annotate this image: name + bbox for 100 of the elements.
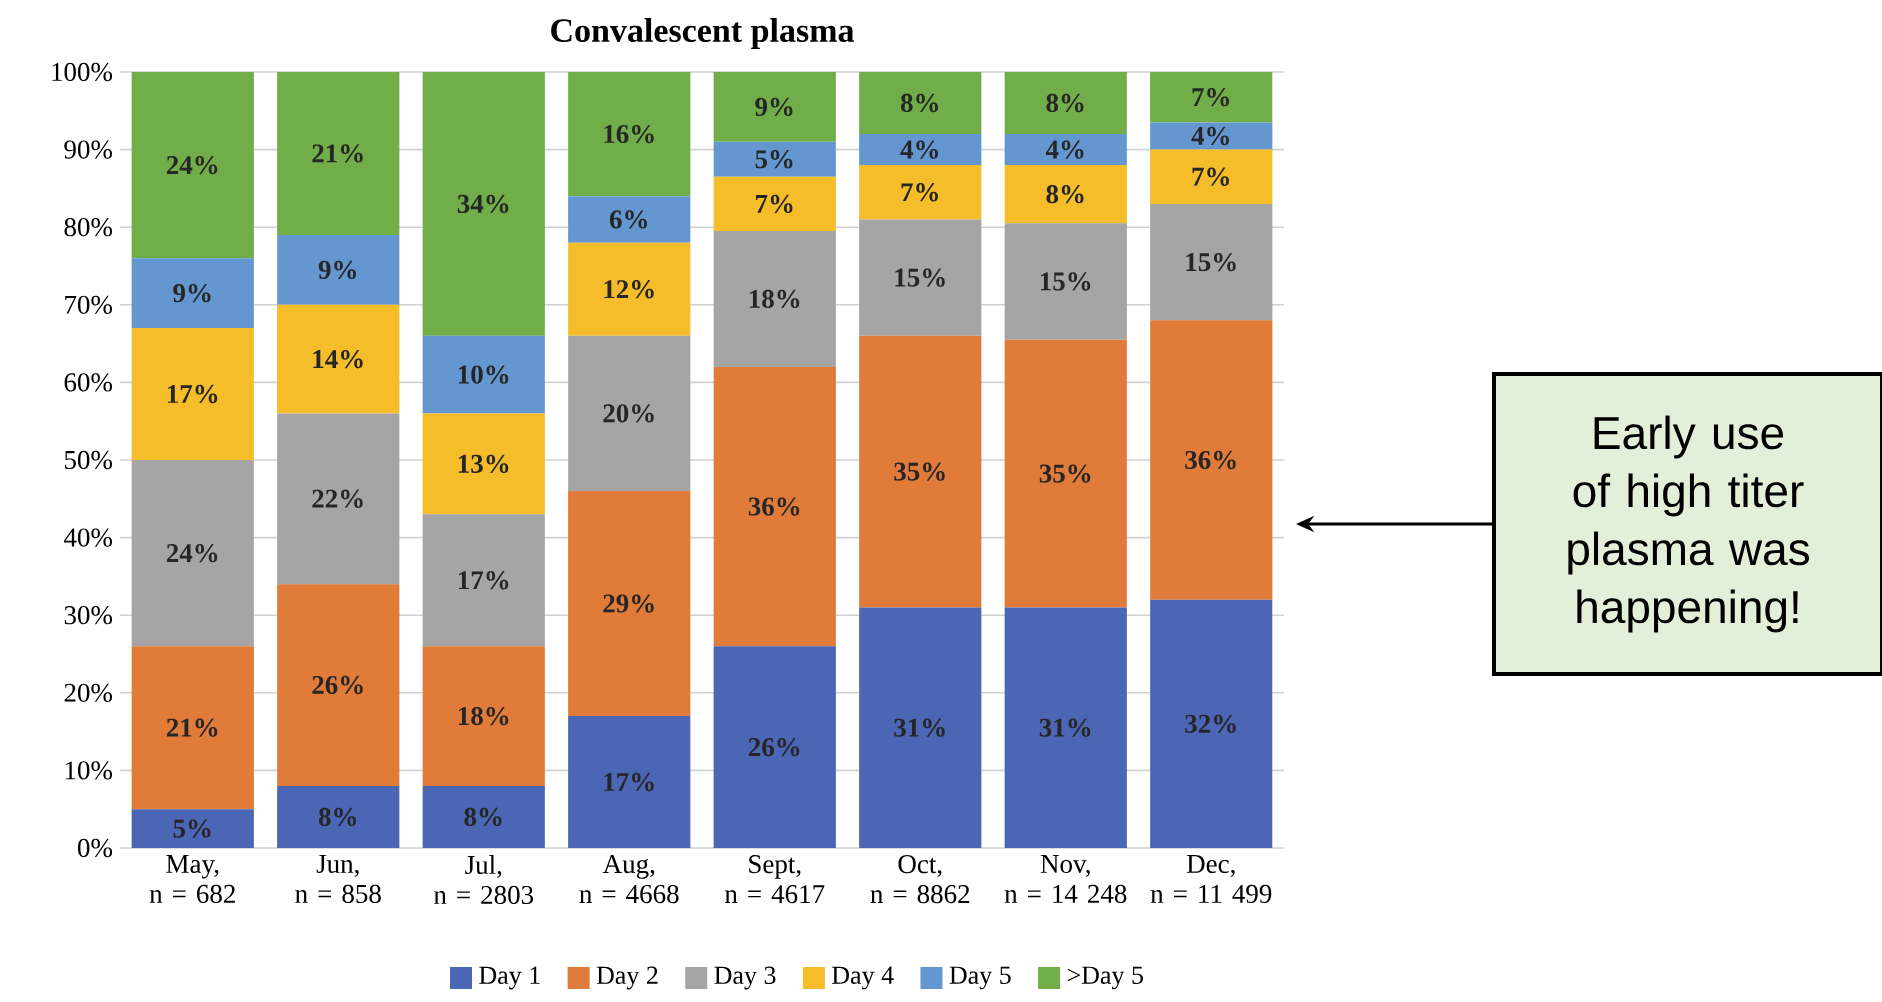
data-label: 5% — [173, 819, 211, 838]
bar — [422, 72, 545, 336]
bar — [422, 413, 545, 515]
legend-label: Day 1 — [479, 966, 540, 990]
bar — [568, 196, 691, 243]
data-label: 17% — [167, 384, 218, 404]
bar — [277, 234, 400, 305]
bar — [713, 72, 836, 142]
data-label: 36% — [748, 497, 800, 516]
bar — [131, 72, 254, 259]
data-label: 12% — [604, 280, 654, 299]
y-tick-label: 0% — [77, 838, 113, 858]
legend-label: Day 4 — [832, 966, 894, 990]
data-label: 32% — [1185, 714, 1236, 733]
legend-label: Day 2 — [596, 966, 658, 990]
bar — [568, 335, 691, 492]
data-label: 18% — [458, 706, 509, 726]
data-label: 15% — [1040, 272, 1091, 291]
bar — [277, 413, 400, 585]
data-label: 8% — [900, 93, 938, 113]
bar — [1004, 134, 1127, 166]
chart-title: Convalescent plasma — [551, 18, 855, 49]
data-label: 18% — [749, 289, 800, 309]
bar — [131, 460, 254, 647]
data-label: 24% — [166, 543, 218, 563]
bar — [1004, 165, 1127, 224]
x-tick-label: Oct, n = 8862 — [870, 855, 970, 904]
data-label: 15% — [1186, 252, 1236, 272]
y-tick-label: 40% — [63, 528, 113, 547]
data-label: 7% — [901, 183, 938, 202]
y-tick-label: 30% — [64, 606, 113, 625]
bar — [713, 366, 836, 647]
bar — [131, 328, 254, 460]
text: Early use of high titer plasma was happening! — [1568, 415, 1810, 633]
bar — [713, 646, 836, 848]
bar — [1004, 72, 1127, 135]
data-label: 36% — [1185, 450, 1236, 470]
bar — [277, 304, 400, 414]
data-label: 35% — [1039, 464, 1091, 483]
legend-label: Day 3 — [714, 966, 776, 990]
bar — [1150, 320, 1273, 600]
data-label: 26% — [312, 675, 363, 695]
data-label: 8% — [1046, 93, 1084, 113]
data-label: 17% — [604, 772, 654, 792]
data-label: 31% — [894, 718, 945, 737]
data-label: 24% — [166, 155, 218, 175]
x-tick-label: Jul, n = 2803 — [434, 855, 534, 905]
bar — [277, 785, 400, 848]
data-label: 9% — [755, 97, 793, 117]
bar — [131, 646, 254, 810]
y-tick-label: 70% — [65, 295, 113, 314]
legend-label: Day 5 — [949, 966, 1011, 990]
bar — [422, 785, 545, 848]
data-label: 35% — [894, 462, 945, 481]
data-label: 8% — [464, 807, 502, 827]
data-label: 4% — [900, 140, 938, 159]
bar — [713, 231, 836, 367]
data-label: 21% — [166, 718, 218, 737]
data-label: 22% — [312, 489, 363, 508]
data-label: 31% — [1039, 718, 1091, 737]
bar — [131, 809, 254, 848]
data-label: 34% — [457, 194, 509, 214]
x-tick-label: May, n = 682 — [149, 855, 235, 903]
y-tick-label: 90% — [64, 140, 113, 159]
y-tick-label: 60% — [64, 373, 113, 392]
bar — [422, 646, 545, 786]
data-label: 26% — [748, 737, 800, 757]
bar — [713, 176, 836, 232]
data-label: 10% — [458, 365, 509, 384]
data-label: 17% — [458, 571, 509, 590]
bar — [422, 514, 545, 647]
data-label: 15% — [895, 268, 945, 287]
data-label: 14% — [313, 349, 363, 369]
bar — [1150, 72, 1273, 123]
data-label: 7% — [756, 194, 793, 214]
x-tick-label: Sept, n = 4617 — [725, 855, 825, 904]
bar — [859, 219, 982, 336]
bar — [568, 242, 691, 336]
bar — [1004, 339, 1127, 608]
bar — [859, 335, 982, 608]
bar — [1004, 223, 1127, 340]
bar — [277, 584, 400, 786]
bar — [1150, 599, 1273, 848]
data-label: 6% — [609, 210, 647, 229]
data-label: 9% — [173, 283, 211, 303]
y-tick-label: 20% — [64, 683, 113, 702]
y-tick-label: 100% — [52, 62, 113, 82]
bar — [713, 141, 836, 177]
data-label: 16% — [604, 124, 654, 144]
bar — [859, 607, 982, 848]
bar — [568, 491, 691, 717]
data-label: 7% — [1192, 167, 1229, 186]
x-tick-label: Dec, n = 11 499 — [1150, 855, 1272, 903]
bar — [1004, 607, 1127, 848]
y-tick-label: 10% — [65, 761, 113, 780]
bar — [131, 258, 254, 329]
data-label: 4% — [1045, 140, 1084, 159]
data-label: 29% — [603, 594, 654, 613]
bar — [859, 165, 982, 220]
bar — [1150, 122, 1273, 150]
